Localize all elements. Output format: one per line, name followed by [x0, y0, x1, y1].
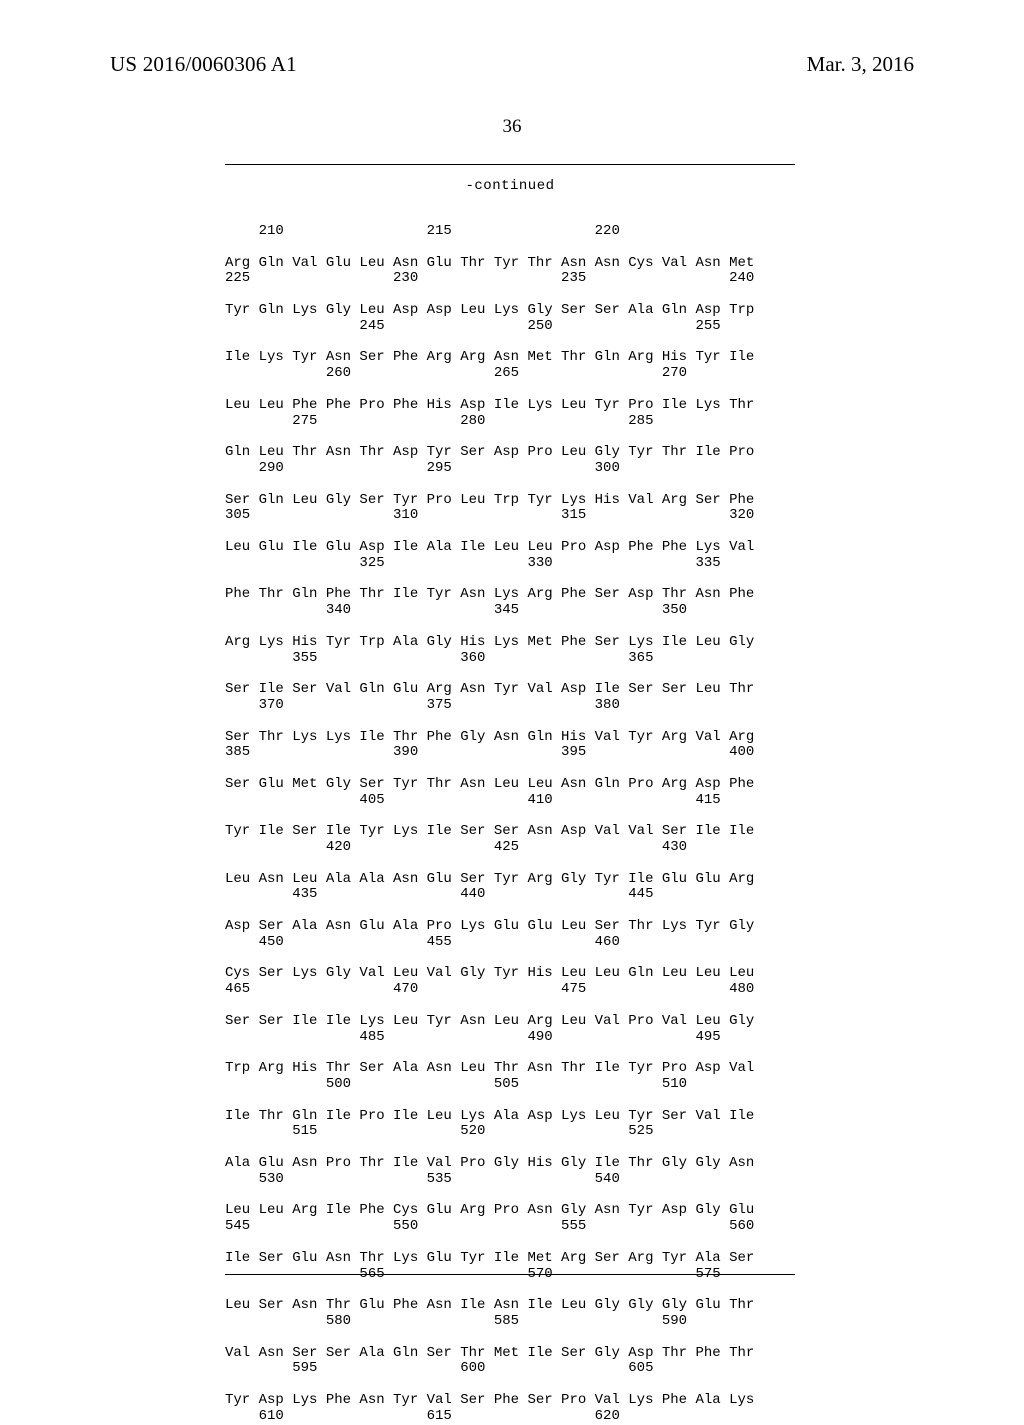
publication-number: US 2016/0060306 A1: [110, 52, 297, 77]
sequence-listing: 210 215 220 Arg Gln Val Glu Leu Asn Glu …: [225, 224, 795, 1425]
publication-date: Mar. 3, 2016: [807, 52, 914, 77]
page-number: 36: [0, 116, 1024, 138]
continued-label: -continued: [225, 178, 795, 194]
page-container: US 2016/0060306 A1 Mar. 3, 2016 36 -cont…: [0, 0, 1024, 1320]
rule-top: [225, 164, 795, 165]
rule-bottom: [225, 1274, 795, 1275]
